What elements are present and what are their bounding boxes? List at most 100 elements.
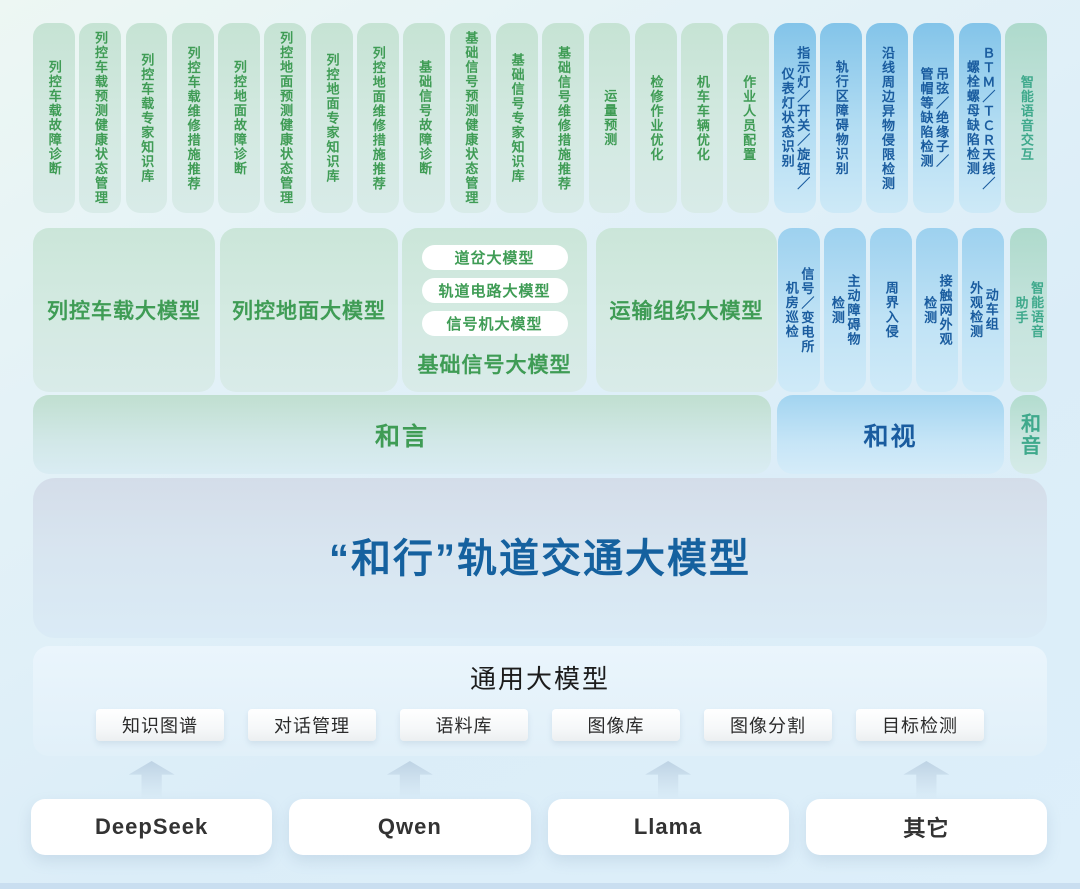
vision-pill-label: 信号／变电所 机房巡检 [783, 266, 815, 354]
capability-pill: 基础信号专家知识库 [495, 23, 538, 213]
capability-pill-label: 列控地面故障诊断 [231, 60, 247, 176]
foundation-box-label: 其它 [903, 816, 950, 841]
capability-pill-label: 基础信号预测健康状态管理 [463, 31, 479, 205]
capability-pill: 列控车载故障诊断 [33, 23, 75, 213]
capability-pill: 机车车辆优化 [681, 23, 723, 213]
capability-pill-label: 沿线周边异物侵限检测 [880, 45, 896, 191]
capability-pill-label: 列控地面预测健康状态管理 [278, 31, 294, 205]
capability-pill-label: 基础信号专家知识库 [509, 52, 525, 184]
arrow-cell [806, 761, 1047, 799]
foundation-box-other: 其它 [805, 799, 1047, 855]
general-pill: 图像分割 [704, 709, 832, 741]
bar-heshi: 和视 [777, 395, 1004, 474]
general-pill-label: 图像分割 [730, 716, 806, 736]
up-arrow-icon [645, 761, 692, 799]
up-arrow-icon [386, 761, 433, 799]
general-pill-label: 目标检测 [882, 716, 958, 736]
capability-pill: 智能语音交互 [1005, 23, 1048, 213]
model-box-label: 基础信号大模型 [417, 354, 572, 377]
foundation-box-llama: Llama [547, 799, 789, 855]
capability-pill: 列控车载维修措施推荐 [171, 23, 214, 213]
sub-model-pill: 道岔大模型 [421, 245, 568, 270]
model-box-train-onboard: 列控车载大模型 [33, 228, 215, 392]
capability-pill: 沿线周边异物侵限检测 [866, 23, 909, 213]
capability-pill-label: 吊弦／绝缘子／ 管帽等缺陷检测 [918, 67, 950, 169]
foundation-box-label: Llama [633, 814, 703, 839]
vision-pill-group: 信号／变电所 机房巡检 主动障碍物 检测 周界入侵 接触网外观 检测 动车组 外… [778, 228, 1004, 392]
general-model-box: 通用大模型 知识图谱 对话管理 语料库 图像库 图像分割 目标检测 [33, 646, 1047, 756]
capability-pill-label: 列控车载故障诊断 [46, 60, 62, 176]
bottom-strip [0, 883, 1080, 889]
capability-pill-label: 轨行区障碍物识别 [833, 60, 849, 176]
capability-pill: 基础信号故障诊断 [403, 23, 446, 213]
capability-pill-label: 列控地面维修措施推荐 [370, 45, 386, 191]
capability-pill: 列控地面故障诊断 [218, 23, 260, 213]
capability-pill-label: 作业人员配置 [741, 74, 757, 162]
capability-pill-label: 智能语音交互 [1018, 74, 1034, 162]
capability-pill: 列控地面预测健康状态管理 [264, 23, 307, 213]
model-box-label: 运输组织大模型 [609, 300, 764, 323]
general-model-title: 通用大模型 [469, 664, 610, 694]
capability-pill: 检修作业优化 [634, 23, 677, 213]
capability-pill-label: 指示灯／开关／旋钮／ 仪表灯状态识别 [779, 45, 811, 191]
capability-pill: 基础信号维修措施推荐 [542, 23, 585, 213]
vision-pill-label: 主动障碍物 检测 [829, 273, 861, 347]
general-pill: 图像库 [552, 709, 680, 741]
bar-heyan-label: 和言 [374, 422, 429, 451]
capability-pill-label: 列控地面专家知识库 [324, 52, 340, 184]
general-pill: 知识图谱 [96, 709, 224, 741]
vision-pill: 接触网外观 检测 [916, 228, 958, 392]
bar-heyin-label: 和音 [1017, 412, 1040, 457]
sub-model-pill-label: 道岔大模型 [454, 250, 535, 267]
vision-pill: 周界入侵 [870, 228, 912, 392]
capability-pill-label: 运量预测 [602, 89, 618, 147]
main-title: “和行”轨道交通大模型 [329, 537, 751, 581]
capability-pill-label: 机车车辆优化 [694, 74, 710, 162]
voice-assistant-pill-label: 智能语音 助手 [1013, 281, 1045, 339]
arrow-cell [31, 761, 272, 799]
capability-pill: 运量预测 [588, 23, 631, 213]
model-box-train-ground: 列控地面大模型 [220, 228, 398, 392]
capability-pill: 列控地面维修措施推荐 [357, 23, 399, 213]
model-box-label: 列控地面大模型 [232, 300, 386, 323]
capability-pill: 列控车载专家知识库 [125, 23, 168, 213]
general-pill-row: 知识图谱 对话管理 语料库 图像库 图像分割 目标检测 [96, 709, 984, 741]
general-pill: 对话管理 [248, 709, 376, 741]
capability-pill-row: 列控车载故障诊断 列控车载预测健康状态管理 列控车载专家知识库 列控车载维修措施… [33, 23, 1048, 213]
general-pill: 目标检测 [856, 709, 984, 741]
vision-pill: 主动障碍物 检测 [824, 228, 866, 392]
capability-pill-label: 列控车载专家知识库 [139, 52, 155, 184]
model-row: 列控车载大模型 列控地面大模型 道岔大模型 轨道电路大模型 信号机大模型 基础信… [33, 228, 1047, 392]
general-pill-label: 语料库 [435, 716, 493, 736]
foundation-box-deepseek: DeepSeek [31, 799, 273, 855]
model-box-basic-signal: 道岔大模型 轨道电路大模型 信号机大模型 基础信号大模型 [402, 228, 587, 392]
vision-pill-label: 接触网外观 检测 [922, 273, 953, 347]
vision-pill-label: 周界入侵 [883, 281, 899, 339]
capability-pill-label: ＢＴＭ／ＴＣＲ天线／ 螺栓螺母缺陷检测 [964, 45, 996, 191]
vision-pill: 信号／变电所 机房巡检 [778, 228, 820, 392]
arrow-cell [548, 761, 789, 799]
foundation-box-qwen: Qwen [289, 799, 531, 855]
bar-heyin: 和音 [1010, 395, 1047, 474]
general-pill-label: 知识图谱 [122, 716, 198, 736]
arrow-cell [289, 761, 530, 799]
voice-assistant-pill: 智能语音 助手 [1010, 228, 1047, 392]
bar-heyan: 和言 [33, 395, 771, 474]
capability-pill: 吊弦／绝缘子／ 管帽等缺陷检测 [912, 23, 955, 213]
model-box-transport-org: 运输组织大模型 [596, 228, 777, 392]
foundation-box-label: DeepSeek [95, 814, 209, 839]
up-arrow-icon [128, 761, 175, 799]
up-arrow-icon [903, 761, 950, 799]
sub-model-pill: 轨道电路大模型 [421, 278, 568, 303]
arrow-row [31, 761, 1047, 799]
sub-model-pill: 信号机大模型 [421, 311, 568, 336]
sub-model-pill-label: 信号机大模型 [446, 316, 543, 333]
capability-pill-label: 列控车载维修措施推荐 [185, 45, 201, 191]
bar-heshi-label: 和视 [863, 422, 918, 451]
capability-pill: 轨行区障碍物识别 [820, 23, 862, 213]
capability-pill-label: 列控车载预测健康状态管理 [92, 31, 108, 205]
capability-pill: 列控地面专家知识库 [310, 23, 353, 213]
main-model-box: “和行”轨道交通大模型 [33, 478, 1047, 638]
general-pill-label: 对话管理 [274, 716, 350, 736]
